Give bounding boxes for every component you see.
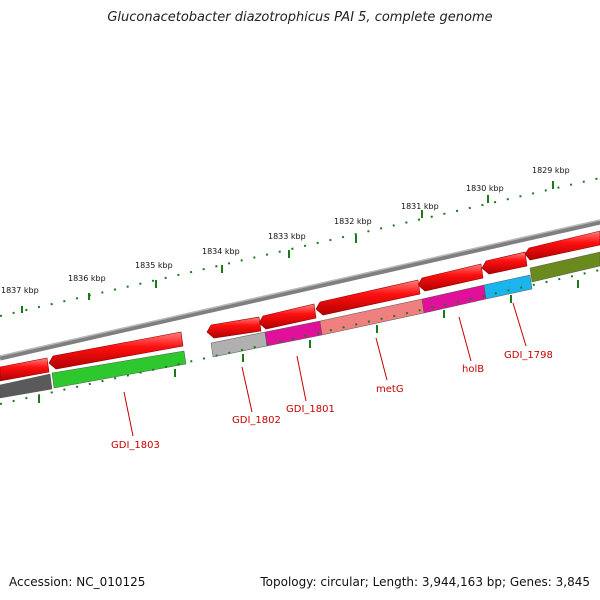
scale-label: 1835 kbp <box>135 261 173 270</box>
gene-arrow <box>206 316 262 339</box>
gene-arrow <box>0 357 50 382</box>
forward-strand <box>0 230 600 382</box>
gene-label: GDI_1801 <box>286 404 335 415</box>
gene-label: holB <box>462 364 484 375</box>
gene-GDI_1803 <box>51 350 187 389</box>
gene-arrow <box>481 251 528 275</box>
outer-scale-major-ticks <box>21 181 554 313</box>
scale-labels: 1829 kbp 1830 kbp 1831 kbp 1832 kbp 1833… <box>1 166 570 295</box>
scale-label: 1830 kbp <box>466 184 504 193</box>
gene-label: metG <box>376 384 404 395</box>
gene-labels: GDI_1798 holB metG GDI_1801 GDI_1802 GDI… <box>111 350 553 451</box>
gene-arrow <box>315 279 421 316</box>
gene-arrow <box>258 303 317 330</box>
accession-text: Accession: NC_010125 <box>9 575 146 589</box>
scale-label: 1833 kbp <box>268 232 306 241</box>
inner-scale-major-ticks <box>38 280 579 403</box>
gene-arrow <box>524 230 600 261</box>
scale-label: 1829 kbp <box>532 166 570 175</box>
gene-label: GDI_1803 <box>111 440 160 451</box>
scale-label: 1834 kbp <box>202 247 240 256</box>
scale-label: 1831 kbp <box>401 202 439 211</box>
gene-label: GDI_1798 <box>504 350 553 361</box>
label-leaders <box>123 302 527 437</box>
scale-label: 1832 kbp <box>334 217 372 226</box>
gene-olive <box>529 251 600 283</box>
topology-text: Topology: circular; Length: 3,944,163 bp… <box>260 575 590 589</box>
gene-arrow <box>48 331 184 370</box>
gene-label: GDI_1802 <box>232 415 281 426</box>
genome-backbone <box>0 219 600 361</box>
gene-gray-left <box>0 373 53 399</box>
map-title: Gluconacetobacter diazotrophicus PAI 5, … <box>107 10 493 25</box>
scale-label: 1836 kbp <box>68 274 106 283</box>
scale-label: 1837 kbp <box>1 286 39 295</box>
genome-backbone-highlight <box>0 219 600 357</box>
gene-arrow <box>417 263 484 292</box>
gene-GDI_1798 <box>483 274 533 300</box>
